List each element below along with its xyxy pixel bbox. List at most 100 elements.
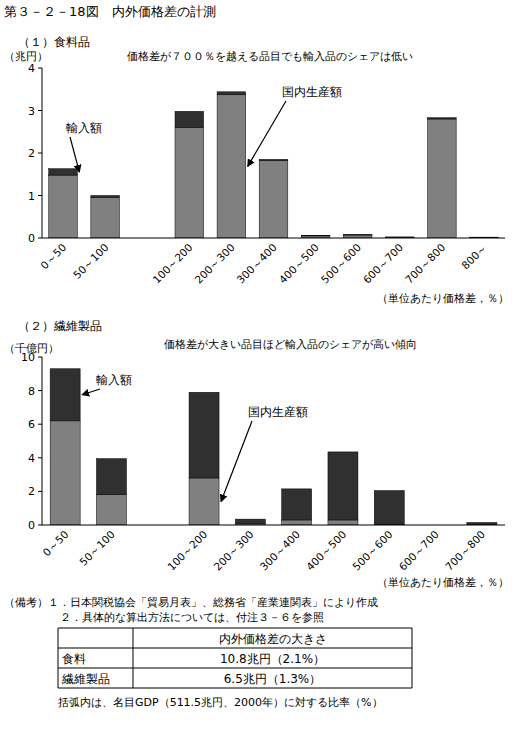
bar-segment — [49, 175, 78, 238]
chart-title: （１）食料品 — [18, 35, 90, 49]
bar-segment — [301, 235, 330, 236]
bar-segment — [385, 236, 414, 237]
bar-segment — [467, 522, 497, 524]
chart-title: （２）繊維製品 — [18, 319, 102, 333]
table-header: 内外価格差の大きさ — [219, 632, 327, 646]
table-rule — [58, 688, 412, 689]
x-tick-label: 600～700 — [396, 528, 441, 573]
y-tick — [38, 357, 42, 358]
y-tick — [38, 525, 42, 526]
bar-segment — [282, 489, 312, 520]
x-axis — [42, 525, 505, 526]
annotation: 国内生産額 — [248, 405, 308, 419]
table-cell: 繊維製品 — [61, 672, 110, 686]
bar-segment — [259, 159, 288, 160]
y-tick — [38, 195, 42, 196]
bar-segment — [50, 369, 80, 421]
bar-segment — [189, 478, 219, 525]
y-tick-label: 3 — [28, 105, 35, 118]
bar-segment — [175, 128, 204, 239]
x-axis — [42, 238, 505, 239]
table-note: 括弧内は、名目GDP（511.5兆円、2000年）に対する比率（%） — [58, 696, 383, 709]
y-tick-label: 4 — [28, 452, 35, 465]
y-tick — [38, 457, 42, 458]
bar-segment — [50, 421, 80, 525]
x-tick-label: 300～400 — [234, 241, 279, 286]
bar-segment — [235, 519, 265, 523]
x-tick-label: 500～600 — [318, 241, 363, 286]
figure: 第３－２－18図 内外価格差の計測（１）食料品（兆円）価格差が７００％を越える品… — [0, 0, 529, 730]
x-tick-label: 700～800 — [403, 241, 448, 286]
y-axis — [42, 68, 43, 238]
bar-segment — [217, 95, 246, 238]
bar-segment — [428, 119, 457, 238]
x-tick-label: 300～400 — [257, 528, 302, 573]
y-tick-label: 2 — [28, 147, 35, 160]
chart: （１）食料品（兆円）価格差が７００％を越える品目でも輸入品のシェアは低い0123… — [4, 35, 509, 305]
x-tick-label: 700～800 — [443, 528, 488, 573]
x-tick-label: 50～100 — [77, 528, 117, 568]
note: ２．具体的な算出方法については、付注３－６を参照 — [60, 611, 324, 624]
x-tick-label: 800～ — [459, 241, 489, 271]
bar-segment — [428, 118, 457, 119]
bars — [49, 92, 499, 238]
bar-segment — [189, 392, 219, 478]
y-tick — [38, 238, 42, 239]
x-axis-label: （単位あたり価格差，％） — [377, 576, 509, 589]
x-tick-label: 0～50 — [40, 528, 70, 558]
x-tick-label: 0～50 — [38, 241, 68, 271]
table-rule — [58, 648, 412, 649]
table-rule — [412, 628, 413, 688]
x-tick-label: 200～300 — [211, 528, 256, 573]
figure-title: 第３－２－18図 内外価格差の計測 — [4, 4, 216, 19]
bar-segment — [328, 452, 358, 520]
y-tick — [38, 153, 42, 154]
bar-segment — [91, 198, 120, 238]
chart-subtitle: 価格差が大きい品目ほど輸入品のシェアが高い傾向 — [164, 338, 417, 351]
y-tick-label: 0 — [28, 232, 35, 245]
x-tick-label: 50～100 — [71, 241, 111, 281]
bar-segment — [343, 234, 372, 235]
annotation-arrow — [82, 389, 100, 395]
bar-segment — [282, 520, 312, 525]
y-tick-label: 1 — [28, 190, 35, 203]
bar-segment — [259, 161, 288, 238]
annotation: 国内生産額 — [282, 85, 342, 99]
table-rule — [58, 668, 412, 669]
bar-segment — [49, 169, 78, 175]
annotation-arrow — [221, 421, 252, 501]
annotation: 輸入額 — [66, 121, 102, 135]
y-tick-label: 6 — [28, 418, 35, 431]
y-axis — [42, 357, 43, 525]
table-cell: 6.5兆円（1.3%） — [224, 672, 322, 686]
bar-segment — [91, 196, 120, 198]
bar-segment — [217, 92, 246, 95]
y-tick-label: 4 — [28, 62, 35, 75]
x-axis-label: （単位あたり価格差，％） — [377, 292, 509, 305]
bar-segment — [96, 459, 126, 495]
y-tick — [38, 110, 42, 111]
x-tick-label: 200～300 — [192, 241, 237, 286]
bar-segment — [175, 111, 204, 127]
chart: （２）繊維製品（千億円）価格差が大きい品目ほど輸入品のシェアが高い傾向02468… — [4, 319, 509, 589]
y-tick-label: 8 — [28, 385, 35, 398]
y-tick — [38, 491, 42, 492]
table-rule — [58, 628, 412, 629]
annotation-arrow — [248, 101, 286, 166]
x-tick-label: 400～500 — [276, 241, 321, 286]
table-cell: 食料 — [62, 652, 86, 666]
y-tick — [38, 424, 42, 425]
x-tick-label: 100～200 — [165, 528, 210, 573]
chart-subtitle: 価格差が７００％を越える品目でも輸入品のシェアは低い — [127, 50, 413, 63]
x-tick-label: 500～600 — [350, 528, 395, 573]
y-tick — [38, 68, 42, 69]
annotation: 輸入額 — [96, 373, 132, 387]
y-tick-label: 0 — [28, 519, 35, 532]
y-tick-label: 10 — [21, 351, 35, 364]
note: （備考）１．日本関税協会「貿易月表」、総務省「産業連関表」により作成 — [4, 596, 378, 609]
annotation-arrow — [70, 137, 79, 172]
x-tick-label: 600～700 — [361, 241, 406, 286]
bars — [50, 369, 497, 525]
bar-segment — [374, 491, 404, 525]
table-rule — [58, 628, 59, 688]
